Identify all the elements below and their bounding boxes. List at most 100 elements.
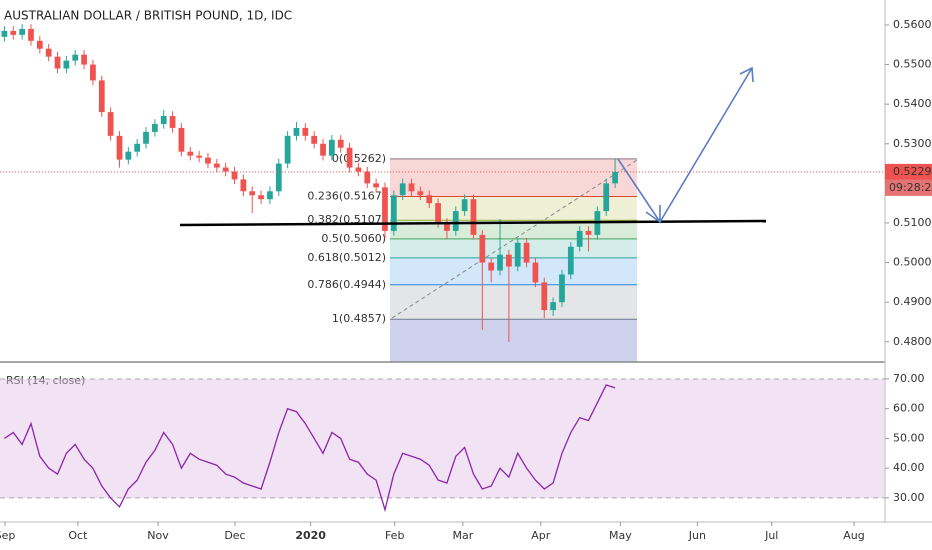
rsi-line [4,384,616,513]
fib-band [390,238,637,258]
fib-band [390,196,637,221]
candle-body [160,116,167,124]
candle-body [213,163,220,168]
candle-body [328,139,335,156]
candle-body [275,163,282,192]
candle-body [497,254,503,271]
rsi-tick-label: 30.00 [893,491,925,504]
time-tick-label: Dec [224,529,245,542]
candle-body [187,151,194,156]
fib-label: 0(0.5262) [332,152,386,165]
time-tick-label: May [609,529,632,542]
candle-body [488,262,495,271]
fib-band [390,158,637,197]
candle-body [364,171,371,184]
candle-body [612,171,618,184]
rsi-tick-label: 60.00 [893,402,925,415]
candle-body [125,151,132,160]
candle-body [249,191,256,196]
fib-retracement: 0(0.5262)0.236(0.5167)0.382(0.5107)0.5(0… [307,152,637,362]
arrow-head [645,205,661,224]
rsi-tick-label: 40.00 [893,461,925,474]
candle-body [461,199,468,212]
candle-body [28,28,34,41]
price-tick-label: 0.5000 [893,256,932,269]
countdown-box [885,179,932,196]
candle-body [169,116,176,128]
rsi-band [0,378,885,498]
price-tick-label: 0.4800 [893,335,932,348]
candle-body [72,54,79,61]
candle-body [320,143,326,156]
candle-body [284,135,291,164]
candle-body [382,187,388,231]
candle-body [302,127,309,136]
candle-body [523,242,530,263]
candle-body [452,211,459,231]
fib-label: 0.236(0.5167) [307,189,386,202]
candle-body [19,28,26,35]
time-tick-label: Aug [843,529,864,542]
candle-body [36,40,43,49]
rsi-tick-label: 50.00 [893,431,925,444]
candle-body [222,167,229,172]
fib-extension [390,319,637,362]
time-tick-label: Jun [688,529,706,542]
candle-body [98,80,105,113]
time-tick-label: Feb [385,529,404,542]
candle-body [134,143,141,152]
time-tick-label: Jul [764,529,778,542]
candle-body [205,157,211,164]
price-tick-label: 0.5300 [893,137,932,150]
arrow-head [739,66,754,83]
candle-body [116,135,123,160]
candle-body [311,135,318,144]
candle-body [373,183,380,188]
candle-body [231,171,238,180]
candle-body [567,246,574,275]
price-tick-label: 0.5400 [893,97,932,110]
candle-body [435,203,441,223]
candle-body [196,155,203,158]
candle-body [45,48,52,57]
candle-body [337,139,344,148]
countdown-label: 09:28:22 [889,181,932,194]
candle-body [107,112,114,136]
candle-body [81,54,87,65]
price-tick-label: 0.5100 [893,216,932,229]
candle-body [417,191,424,196]
time-tick-label: 2020 [295,529,326,542]
fib-band [390,220,637,239]
candle-body [576,230,583,247]
time-tick-label: Sep [0,529,15,542]
fib-label: 0.618(0.5012) [307,251,386,264]
candle-body [293,127,300,136]
candle-body [399,183,406,196]
time-tick-label: Mar [452,529,473,542]
candle-body [151,123,158,132]
time-tick-label: Apr [531,529,551,542]
candle-body [258,195,264,200]
candle-body [54,56,61,69]
candle-body [346,147,353,168]
candle-body [532,262,539,283]
candle-body [143,131,149,144]
last-price-label: 0.5229 [893,165,932,178]
chart-title: AUSTRALIAN DOLLAR / BRITISH POUND, 1D, I… [4,9,292,23]
price-tick-label: 0.5600 [893,18,932,31]
time-tick-label: Nov [147,529,169,542]
candle-body [559,274,565,303]
candle-body [444,222,450,231]
time-tick-label: Oct [68,529,88,542]
candle-body [479,234,486,263]
candle-body [550,302,557,311]
candle-body [355,167,362,172]
candle-body [63,60,70,69]
candle-body [603,183,610,212]
fib-band [390,284,637,320]
fib-band [390,257,637,285]
candle-body [390,195,397,231]
price-tick-label: 0.4900 [893,295,932,308]
